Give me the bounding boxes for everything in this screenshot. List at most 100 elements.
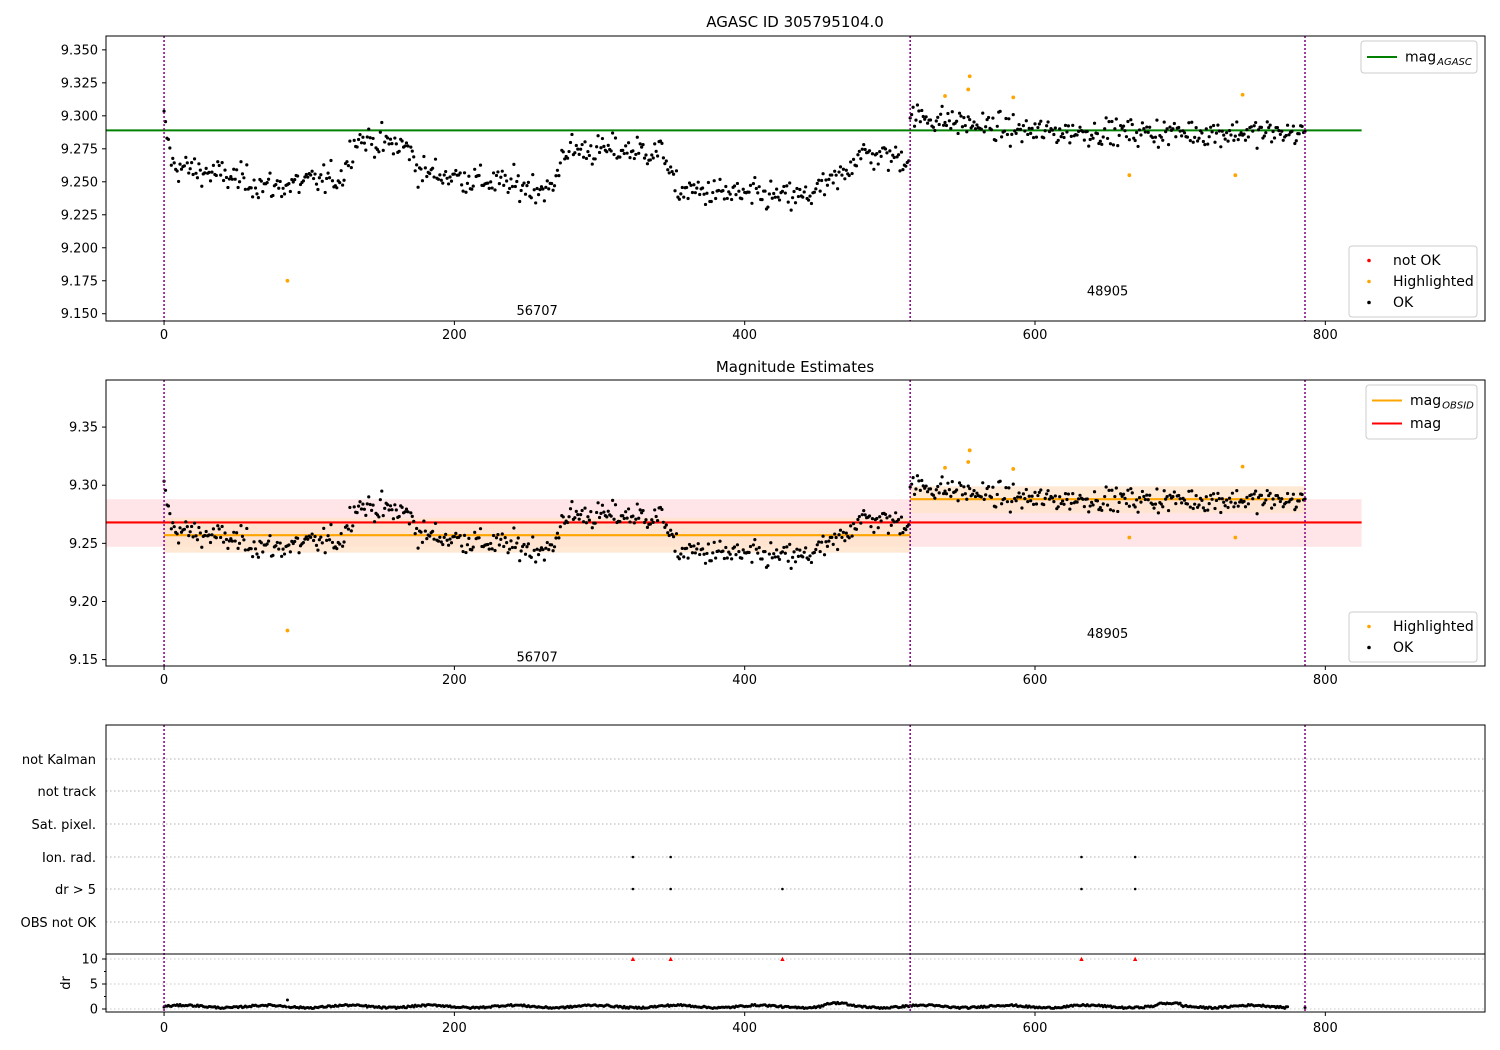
ok-point <box>638 142 642 146</box>
ok-point <box>705 191 709 195</box>
ok-point <box>806 198 811 202</box>
ok-point <box>539 185 544 189</box>
ok-point <box>989 495 994 500</box>
ok-point <box>626 141 631 145</box>
ok-point <box>1090 500 1094 504</box>
ok-point <box>503 536 507 540</box>
ok-point <box>194 171 198 175</box>
highlighted-point <box>1240 464 1245 469</box>
ok-point <box>317 538 321 542</box>
ok-point <box>358 500 362 504</box>
ok-point <box>415 526 419 531</box>
agasc-magnitude-panel: AGASC ID 305795104.0 56707 48905 0 200 400 60… <box>61 13 1486 343</box>
plot-content <box>106 74 1362 283</box>
ok-point <box>536 193 541 197</box>
ok-points <box>162 103 1307 212</box>
ok-point <box>994 505 998 509</box>
ok-point <box>1108 508 1113 512</box>
ok-point <box>461 549 465 554</box>
ok-point <box>1146 498 1150 502</box>
ok-point <box>972 489 976 493</box>
ok-point <box>236 546 240 550</box>
ok-point <box>679 552 683 556</box>
ok-point <box>372 520 377 524</box>
ok-point <box>188 530 192 534</box>
ok-point <box>878 515 882 519</box>
ok-point <box>1024 487 1028 492</box>
ok-point <box>641 508 645 513</box>
ok-point <box>1037 490 1041 495</box>
ok-point <box>1062 135 1066 140</box>
ok-point <box>532 188 536 192</box>
ok-point <box>1120 126 1124 131</box>
ok-point <box>409 145 413 149</box>
ok-point <box>936 115 940 119</box>
ok-point <box>968 118 972 122</box>
ok-point <box>579 147 583 151</box>
ok-point <box>931 125 936 129</box>
ok-point <box>870 152 875 156</box>
ok-point <box>458 171 462 175</box>
ok-point <box>928 487 933 491</box>
ok-point <box>1033 490 1037 494</box>
ok-point <box>557 173 561 178</box>
ok-point <box>314 543 319 547</box>
ok-point <box>1023 497 1027 501</box>
ok-point <box>904 164 908 168</box>
ok-point <box>249 186 253 190</box>
ok-point <box>1063 492 1068 496</box>
ok-point <box>194 534 198 538</box>
ok-point <box>323 190 327 195</box>
ok-point <box>602 510 606 514</box>
ok-point <box>268 534 272 538</box>
ok-point <box>690 551 695 555</box>
ok-point <box>1226 505 1230 510</box>
ok-point <box>259 541 263 545</box>
ok-point <box>1222 133 1226 137</box>
ok-point <box>654 149 658 153</box>
ok-point <box>773 195 777 199</box>
ok-point <box>1043 129 1047 133</box>
ok-point <box>792 550 796 554</box>
ok-point <box>732 184 737 188</box>
ok-point <box>255 552 259 556</box>
ok-point <box>780 550 785 554</box>
ok-point <box>362 507 366 511</box>
ok-point <box>824 178 828 182</box>
ok-point <box>590 162 594 166</box>
ok-point <box>316 548 320 552</box>
ok-point <box>178 162 182 166</box>
ok-point <box>1060 132 1065 136</box>
ok-point <box>320 179 324 183</box>
ok-point <box>911 105 915 109</box>
ok-point <box>477 173 481 178</box>
ok-point <box>1168 493 1172 497</box>
x-tick-label: 0 <box>160 1021 168 1036</box>
ok-point <box>728 552 732 556</box>
ok-point <box>706 542 711 546</box>
dr-axis-label: dr <box>59 976 74 990</box>
ok-point <box>634 517 638 521</box>
ok-point <box>510 184 515 189</box>
ok-point <box>506 551 510 555</box>
highlighted-point <box>1011 95 1016 100</box>
ok-point <box>956 499 960 503</box>
ok-point <box>1230 123 1235 127</box>
ok-point <box>840 173 844 177</box>
ok-point <box>251 195 255 199</box>
ok-point <box>730 557 734 561</box>
ok-point <box>837 170 841 174</box>
ok-point <box>441 542 445 547</box>
ok-point <box>1065 130 1069 134</box>
ok-point <box>998 479 1002 483</box>
dr-clipped-marker <box>630 956 636 961</box>
ok-point <box>867 514 872 518</box>
ok-point <box>920 108 924 113</box>
legend-dot-swatch <box>1367 624 1371 629</box>
ok-point <box>1285 491 1290 496</box>
ok-point <box>783 191 787 195</box>
ok-point <box>1166 508 1171 513</box>
ok-point <box>203 171 207 175</box>
ok-point <box>281 186 285 190</box>
ok-point <box>570 500 574 504</box>
